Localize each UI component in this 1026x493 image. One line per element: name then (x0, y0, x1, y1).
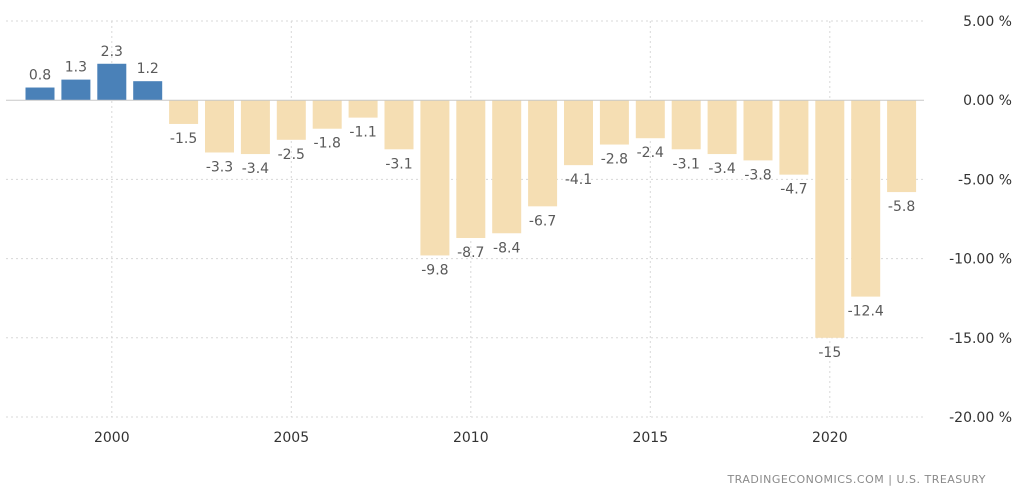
bar[interactable] (707, 100, 737, 155)
y-tick-label: 5.00 % (963, 14, 1012, 30)
bar-data-label: -1.8 (314, 136, 341, 152)
y-tick-label: -10.00 % (949, 252, 1012, 268)
bar[interactable] (564, 100, 593, 166)
bar-data-label: -1.1 (349, 125, 376, 141)
y-tick-label: -5.00 % (958, 172, 1012, 188)
bar[interactable] (348, 100, 378, 118)
bar-data-label: -5.8 (888, 199, 915, 215)
bar[interactable] (276, 100, 306, 140)
bar-data-label: -9.8 (421, 262, 448, 278)
bar-data-label: -4.1 (565, 172, 592, 188)
x-tick-label: 2010 (453, 430, 489, 446)
bar[interactable] (169, 100, 199, 124)
bar-data-label: -4.7 (780, 182, 807, 198)
source-credit[interactable]: TRADINGECONOMICS.COM | U.S. TREASURY (727, 473, 986, 486)
y-tick-label: 0.00 % (963, 93, 1012, 109)
bar[interactable] (420, 100, 450, 256)
bar-data-label: -15 (818, 345, 841, 361)
bar[interactable] (25, 87, 55, 101)
x-tick-label: 2015 (632, 430, 668, 446)
bar[interactable] (779, 100, 809, 175)
x-tick-label: 2000 (94, 430, 130, 446)
bar[interactable] (528, 100, 558, 207)
y-tick-label: -15.00 % (949, 331, 1012, 347)
bar-data-label: -8.4 (493, 240, 520, 256)
bar-data-label: -2.5 (278, 147, 305, 163)
bar-data-label: -8.7 (457, 245, 484, 261)
bar[interactable] (384, 100, 414, 150)
bar[interactable] (635, 100, 665, 139)
bar-data-label: -12.4 (848, 304, 884, 320)
bar[interactable] (456, 100, 486, 239)
bar[interactable] (815, 100, 845, 338)
bar-data-label: 0.8 (29, 68, 51, 84)
bar[interactable] (133, 81, 163, 101)
bar-data-label: -3.1 (673, 156, 700, 172)
bar-data-label: -3.1 (385, 156, 412, 172)
bar[interactable] (240, 100, 270, 155)
bar[interactable] (205, 100, 234, 153)
bar-data-label: -6.7 (529, 213, 556, 229)
bar[interactable] (743, 100, 773, 161)
bar-data-label: -3.4 (708, 161, 735, 177)
bar[interactable] (887, 100, 917, 193)
bar-data-label: 1.3 (65, 60, 87, 76)
bar-data-label: -1.5 (170, 131, 197, 147)
bar[interactable] (851, 100, 881, 297)
x-tick-label: 2020 (812, 430, 848, 446)
bar[interactable] (492, 100, 522, 234)
bar[interactable] (312, 100, 342, 129)
bar[interactable] (61, 79, 91, 101)
bar-data-label: 2.3 (101, 44, 123, 60)
bar[interactable] (671, 100, 701, 150)
bar[interactable] (599, 100, 629, 145)
bar-data-label: -3.8 (744, 167, 771, 183)
bar-data-label: -3.3 (206, 159, 233, 175)
bar-data-label: -3.4 (242, 161, 269, 177)
y-tick-label: -20.00 % (949, 410, 1012, 426)
bar-data-label: -2.4 (637, 145, 664, 161)
bar-data-label: 1.2 (137, 61, 159, 77)
bar[interactable] (97, 63, 127, 101)
x-tick-label: 2005 (273, 430, 309, 446)
bar-data-label: -2.8 (601, 152, 628, 168)
